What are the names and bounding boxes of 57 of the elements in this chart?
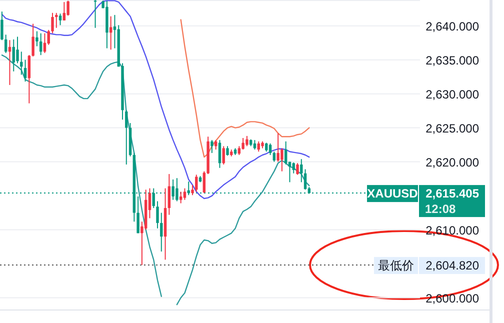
candlestick [160, 212, 163, 252]
candlestick [4, 34, 8, 54]
candlestick [226, 146, 229, 156]
candlestick [268, 142, 272, 156]
candlestick [94, 0, 97, 28]
y-tick-label: 2,620.000 [426, 155, 480, 170]
candlestick [16, 36, 19, 64]
ref-line-label: XAUUSD [367, 186, 418, 201]
candlestick [280, 148, 284, 172]
candlestick [66, 0, 70, 16]
y-tick-label: 2,604.820 [426, 258, 480, 272]
candlestick [156, 200, 159, 229]
candlestick [300, 158, 303, 183]
candlestick [284, 140, 288, 166]
candlestick [276, 132, 280, 162]
candlestick [24, 59, 27, 82]
candlestick [246, 135, 248, 147]
candlestick [292, 162, 295, 174]
candlestick [51, 12, 54, 34]
y-tick-label: 2,640.000 [426, 19, 480, 34]
candlestick [32, 23, 34, 57]
candlestick [20, 51, 23, 76]
candlestick [257, 140, 260, 152]
line-series [1, 0, 310, 200]
candlestick [242, 138, 244, 150]
candlestick [28, 54, 31, 104]
candlestick [191, 184, 194, 196]
candlestick [304, 168, 307, 190]
y-tick-label: 2,615.405 [426, 186, 480, 201]
y-tick-label: 2,625.000 [426, 121, 480, 136]
y-tick-label: 2,635.000 [426, 53, 480, 68]
y-tick-label: 2,600.000 [426, 291, 480, 306]
candlestick [179, 191, 182, 204]
candlestick [210, 140, 214, 154]
candlestick [136, 196, 140, 234]
candlestick [125, 110, 128, 166]
candlestick [222, 146, 225, 166]
line-series [180, 19, 310, 158]
candlestick [296, 162, 299, 176]
text: 12:08 [425, 202, 456, 216]
candlestick [183, 188, 186, 200]
candlestick [0, 11, 4, 41]
candlestick [39, 32, 42, 56]
candlestick [168, 174, 171, 216]
ref-line-label: 最低价 [378, 258, 414, 272]
candlestick [195, 174, 198, 192]
candlestick [62, 2, 66, 21]
candlestick [58, 13, 62, 26]
candlestick [172, 178, 174, 200]
y-tick-label: 2,610.000 [426, 223, 480, 238]
candlestick [12, 38, 15, 72]
candlestick [272, 151, 276, 162]
candlestick [218, 140, 222, 168]
candlestick [36, 30, 38, 47]
y-tick-label: 2,630.000 [426, 87, 480, 102]
candlestick [55, 12, 58, 28]
candlestick [109, 16, 112, 50]
